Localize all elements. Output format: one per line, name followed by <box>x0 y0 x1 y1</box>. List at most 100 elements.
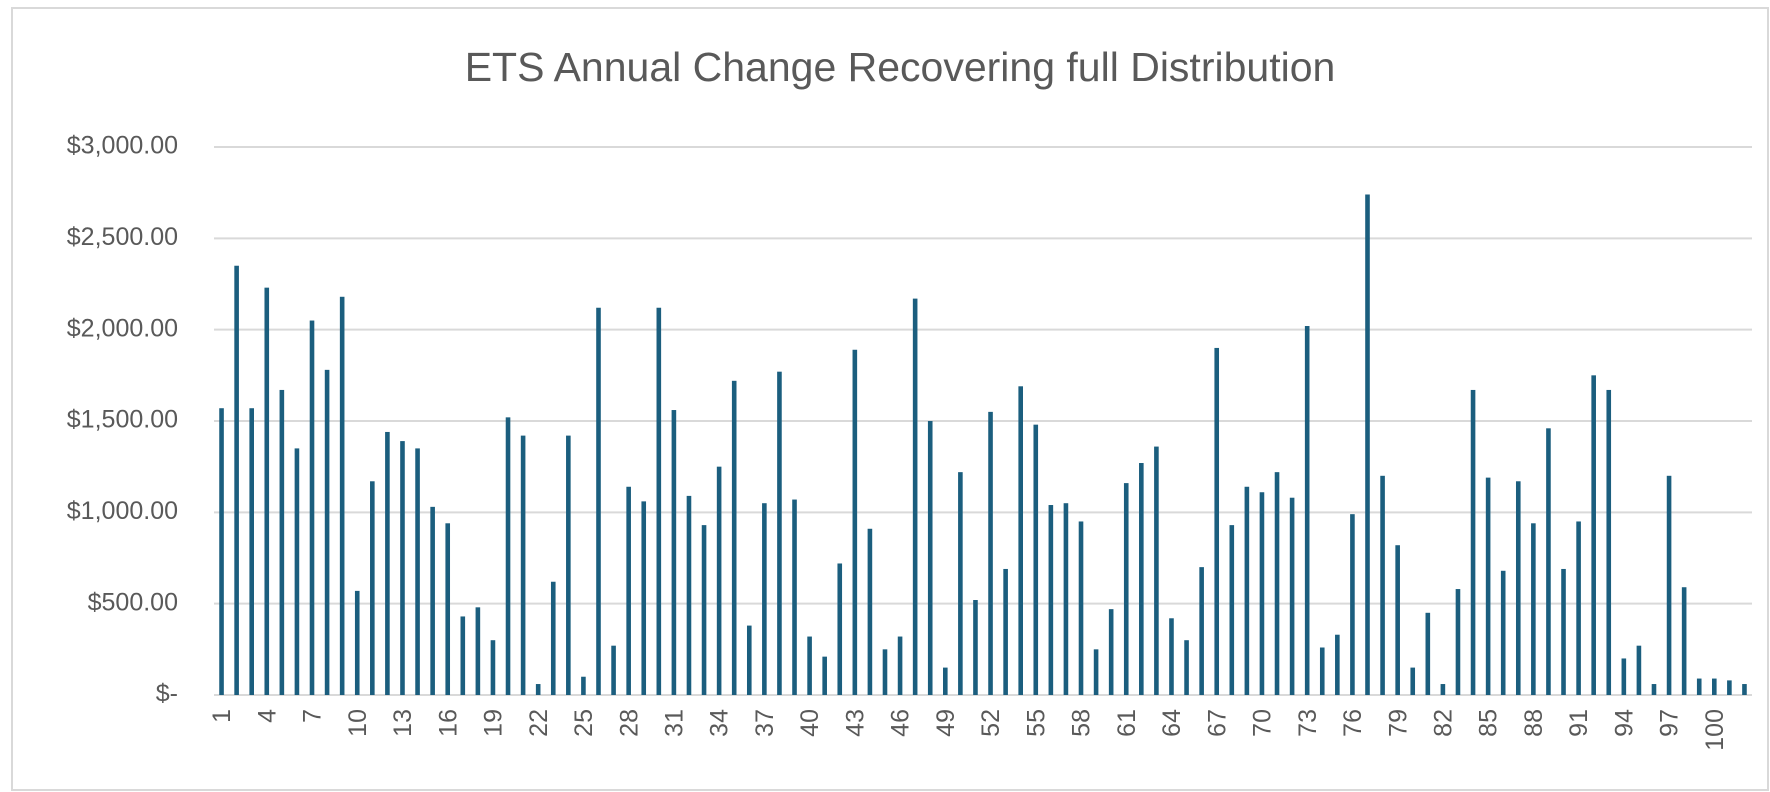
bar <box>354 590 360 695</box>
bar <box>1666 475 1672 695</box>
bar <box>1093 649 1099 695</box>
bar <box>520 435 526 695</box>
bar <box>1500 570 1506 695</box>
bar <box>445 523 451 695</box>
bar <box>731 380 737 695</box>
bar <box>641 501 647 695</box>
bar <box>279 389 285 695</box>
bar <box>1199 567 1204 695</box>
bar <box>762 503 767 695</box>
bar <box>1742 684 1747 695</box>
x-tick-label: 94 <box>1610 709 1638 737</box>
bar <box>1485 477 1491 695</box>
bar <box>1108 609 1114 695</box>
bar <box>1696 678 1702 695</box>
bar <box>671 410 677 695</box>
bar <box>1078 521 1084 695</box>
x-tick-label: 58 <box>1068 709 1096 737</box>
bar <box>792 499 797 695</box>
x-tick-label: 70 <box>1249 709 1277 737</box>
bar <box>1123 483 1129 695</box>
x-tick-label: 79 <box>1384 709 1412 737</box>
x-tick-label: 28 <box>615 709 643 737</box>
x-tick-label: 37 <box>751 709 779 737</box>
x-tick-label: 85 <box>1475 709 1503 737</box>
bar <box>1154 446 1159 695</box>
y-tick-label: $2,500.00 <box>67 223 178 251</box>
x-tick-label: 100 <box>1701 709 1729 751</box>
bar <box>656 307 662 695</box>
x-tick-label: 13 <box>389 709 417 737</box>
x-tick-label: 10 <box>344 709 372 737</box>
bar <box>1531 523 1536 695</box>
bar <box>234 265 239 695</box>
bar <box>1048 505 1054 695</box>
bar <box>309 320 315 695</box>
bar <box>1214 347 1220 695</box>
y-tick-label: $1,000.00 <box>67 497 178 525</box>
x-tick-label: 4 <box>253 709 281 723</box>
bar <box>701 525 707 695</box>
bar <box>1455 589 1461 695</box>
x-tick-label: 40 <box>796 709 824 737</box>
bar <box>385 431 390 695</box>
bar <box>1606 389 1612 695</box>
bar <box>943 667 948 695</box>
bar <box>1410 667 1416 695</box>
x-tick-label: 76 <box>1339 709 1367 737</box>
x-tick-label: 16 <box>434 709 462 737</box>
x-tick-label: 73 <box>1294 709 1322 737</box>
y-tick-label: $1,500.00 <box>67 406 178 434</box>
bar <box>1063 503 1069 695</box>
y-tick-label: $3,000.00 <box>67 132 178 160</box>
bar <box>1289 497 1295 695</box>
x-tick-label: 1 <box>208 709 236 723</box>
bar <box>1018 386 1023 695</box>
bar <box>716 466 722 695</box>
bar <box>1621 658 1627 695</box>
bar <box>1591 375 1596 695</box>
x-tick-label: 52 <box>977 709 1005 737</box>
bar <box>882 649 888 695</box>
bar <box>1727 680 1732 695</box>
x-tick-label: 7 <box>299 709 327 723</box>
bar <box>1515 481 1521 695</box>
bar <box>400 441 405 695</box>
bar <box>867 528 873 695</box>
bar <box>1319 647 1325 695</box>
bar <box>294 448 300 695</box>
bar <box>1304 326 1310 695</box>
bar <box>746 625 752 695</box>
bar <box>535 684 541 695</box>
bar <box>777 371 782 695</box>
bar <box>1350 514 1355 695</box>
bar <box>1335 634 1340 695</box>
bar <box>1259 492 1265 695</box>
x-tick-label: 67 <box>1203 709 1231 737</box>
x-tick-label: 25 <box>570 709 598 737</box>
x-tick-label: 46 <box>887 709 915 737</box>
bar <box>1274 472 1280 695</box>
bar <box>611 645 616 695</box>
bar <box>1244 486 1250 695</box>
x-tick-label: 49 <box>932 709 960 737</box>
bar <box>897 636 903 695</box>
bar <box>852 349 858 695</box>
bar <box>460 616 466 695</box>
bar <box>973 600 978 695</box>
bar <box>1003 568 1008 695</box>
chart-title: ETS Annual Change Recovering full Distri… <box>465 44 1336 90</box>
x-tick-label: 19 <box>480 709 508 737</box>
bar <box>596 307 601 695</box>
bar <box>958 472 963 695</box>
x-tick-label: 61 <box>1113 709 1141 737</box>
bar <box>264 287 270 695</box>
bar <box>837 563 843 695</box>
bar <box>566 435 571 695</box>
x-tick-label: 64 <box>1158 709 1186 737</box>
bar <box>927 421 933 695</box>
y-tick-label: $500.00 <box>88 588 178 616</box>
x-tick-label: 82 <box>1430 709 1458 737</box>
bar <box>1169 618 1174 695</box>
